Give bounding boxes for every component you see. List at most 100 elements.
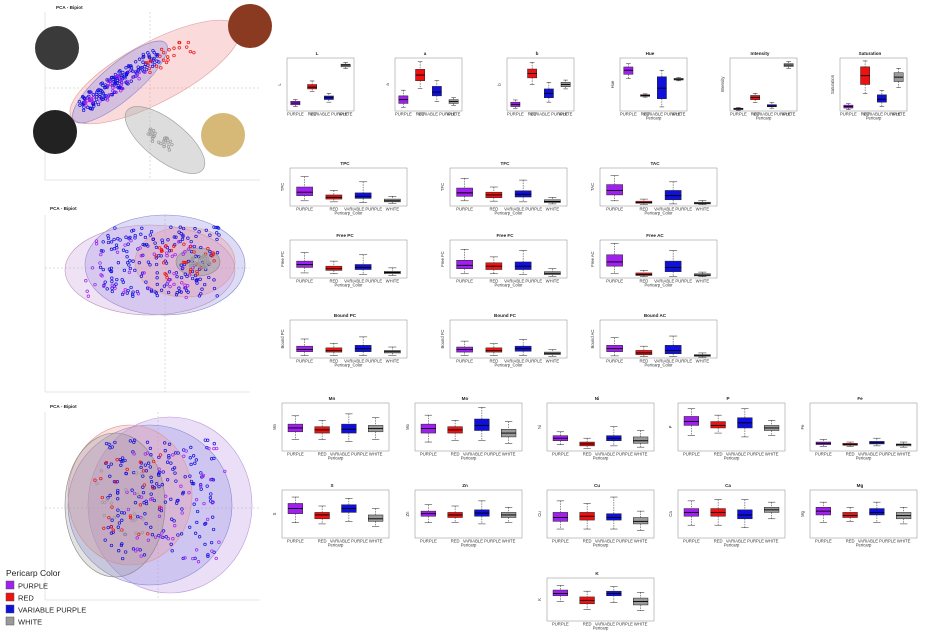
pca-point: [149, 288, 154, 292]
pca-point: [134, 549, 138, 553]
pca-point: [178, 239, 182, 244]
pca-point: [143, 235, 148, 240]
pca-point: [149, 480, 154, 484]
box-variable-purple: [432, 86, 442, 97]
pca-point: [116, 491, 120, 495]
pca-point: [194, 498, 199, 502]
pca-point: [114, 282, 118, 286]
pca-point: [112, 80, 116, 84]
legend-label-variable-purple: VARIABLE PURPLE: [18, 606, 86, 615]
pca-point: [186, 247, 191, 251]
pca-2-title: PCA - Bipiot: [50, 206, 77, 211]
pca-point: [150, 64, 155, 69]
pca-point: [193, 461, 197, 465]
pca-point: [150, 533, 155, 537]
pca-point: [155, 271, 159, 275]
x-tick-label: WHITE: [369, 452, 383, 457]
pca-2-ellipse-variable-purple: [84, 214, 246, 316]
pca-point: [157, 60, 161, 64]
pca-point: [142, 243, 147, 247]
pca-point: [153, 535, 158, 539]
pca-point: [103, 85, 108, 89]
x-axis-label: Pericarp: [593, 543, 609, 548]
pca-point: [116, 514, 120, 518]
pca-point: [212, 278, 216, 282]
pca-point: [173, 252, 177, 257]
pca-point: [164, 535, 168, 539]
pca-point: [77, 100, 82, 104]
x-tick-label: RED: [329, 359, 338, 364]
y-axis-label: a: [385, 83, 390, 86]
pca-point: [130, 292, 135, 296]
pca-point: [146, 61, 150, 65]
pca-point: [194, 234, 198, 239]
pca-point: [172, 53, 176, 58]
box-variable-purple: [664, 190, 682, 201]
pca-point: [195, 509, 200, 514]
pca-point: [176, 533, 180, 537]
pca-point: [177, 40, 182, 45]
y-axis-label: Mo: [405, 423, 410, 429]
pca-point: [172, 244, 176, 248]
pca-point: [128, 439, 133, 443]
x-tick-label: WHITE: [634, 539, 648, 544]
boxplot-cu: Cu Cu PURPLE RED VARIABLE PURPLE WHITE Pericar…: [537, 483, 655, 548]
pca-point: [146, 244, 150, 248]
pca-point: [205, 259, 210, 263]
plot-frame: [599, 319, 718, 359]
pca-point: [150, 496, 154, 501]
pca-3-ellipse-variable-purple: [67, 424, 233, 586]
pca-point: [157, 246, 162, 250]
pca-point: [90, 266, 95, 270]
pca-point: [171, 537, 175, 541]
pca-point: [142, 483, 147, 487]
pca-point: [169, 248, 174, 253]
pca-point: [123, 458, 127, 463]
pca-point: [165, 478, 170, 482]
pca-point: [141, 60, 145, 64]
pca-point: [113, 226, 117, 230]
pca-point: [140, 271, 145, 275]
pca-point: [211, 251, 215, 255]
pca-point: [174, 293, 179, 297]
pca-point: [167, 249, 172, 253]
pca-point: [212, 456, 216, 461]
pca-point: [192, 244, 196, 249]
x-tick-label: PURPLE: [395, 112, 412, 117]
boxplot-fe: Fe Fe PURPLE RED VARIABLE PURPLE WHITE Pericar…: [800, 396, 918, 461]
pca-point: [207, 446, 211, 451]
pca-point: [126, 288, 130, 293]
pca-point: [217, 540, 221, 544]
pca-point: [177, 230, 181, 234]
box-white: [633, 517, 649, 525]
pca-point: [110, 505, 114, 509]
x-tick-label: RED: [639, 207, 648, 212]
pca-point: [115, 277, 119, 282]
pca-point: [146, 461, 151, 465]
pca-point: [119, 463, 123, 467]
pca-point: [170, 549, 174, 553]
pca-point: [139, 274, 144, 278]
pca-point: [162, 51, 166, 55]
x-tick-label: WHITE: [559, 112, 573, 117]
pca-point: [186, 284, 190, 288]
x-axis-label: Pericarp: [328, 456, 344, 461]
pca-point: [166, 145, 171, 149]
pca-point: [104, 461, 108, 465]
y-axis-label: Free PC: [280, 251, 285, 267]
box-purple: [552, 512, 568, 522]
x-tick-label: VARIABLE PURPLE: [463, 452, 501, 457]
x-tick-label: VARIABLE PURPLE: [504, 359, 542, 364]
pca-point: [150, 136, 155, 140]
x-axis-label: Pericarp_Color: [335, 363, 364, 368]
pca-point: [189, 462, 193, 467]
pca-point: [123, 243, 127, 247]
pca-point: [166, 238, 170, 242]
pca-point: [128, 235, 132, 240]
pca-point: [125, 255, 129, 259]
pca-point: [140, 226, 144, 230]
pca-point: [186, 40, 191, 45]
pca-point: [122, 268, 127, 273]
pca-point: [106, 240, 111, 245]
pca-point: [106, 496, 110, 500]
